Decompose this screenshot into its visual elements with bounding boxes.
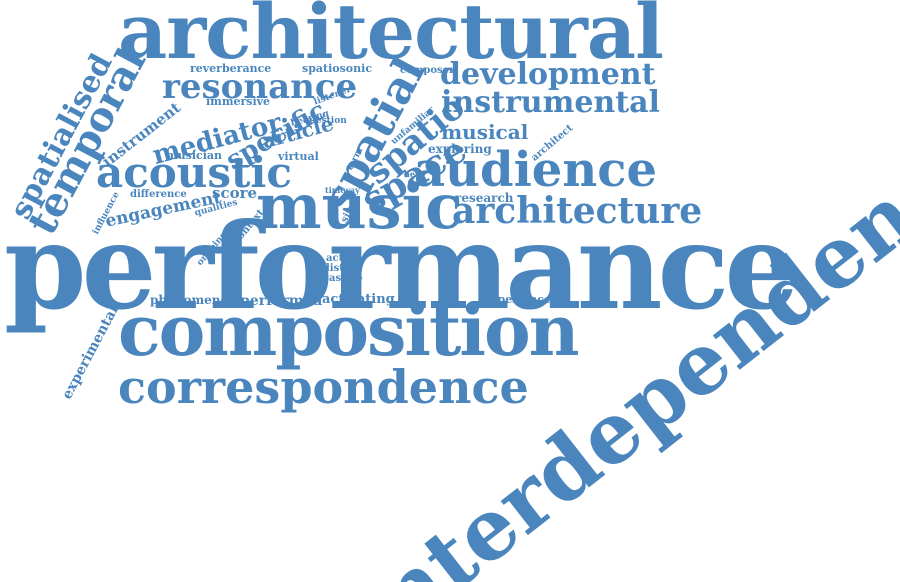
word-acoustic: acoustic — [96, 148, 292, 197]
word-exploring: exploring — [428, 142, 492, 156]
word-music: music — [256, 170, 463, 243]
word-way: way — [343, 185, 360, 195]
word-phenomenon: phenomenon — [150, 293, 238, 307]
word-composer: composer — [400, 65, 455, 76]
word-spatiosonic: spatiosonic — [302, 62, 373, 75]
word-question: question — [303, 116, 347, 126]
word-composition: composition — [118, 289, 580, 372]
word-correspondence: correspondence — [118, 360, 529, 414]
word-resonance: resonance — [162, 67, 358, 107]
word-research: research — [455, 191, 514, 205]
word-performance: performance — [4, 197, 799, 336]
word-virtual: virtual — [278, 150, 319, 163]
word-performed: performed — [240, 293, 323, 309]
word-musician: musician — [166, 149, 223, 162]
word-musical: musical — [441, 120, 529, 144]
word-architectural: architectural — [118, 0, 664, 76]
word-reverberance: reverberance — [190, 62, 272, 75]
word-development: development — [440, 57, 656, 92]
word-listen: listen — [326, 263, 358, 274]
word-architecture: architecture — [452, 190, 703, 232]
word-difference: difference — [130, 189, 187, 200]
word-active: active — [326, 253, 360, 264]
word-instrumental: instrumental — [441, 85, 660, 120]
word-audience: audience — [414, 142, 657, 198]
word-passive: passive — [322, 273, 363, 284]
word-activating: activating — [322, 292, 395, 307]
word-help: help — [404, 169, 424, 179]
word-score: score — [212, 184, 258, 202]
word-immersive: immersive — [206, 95, 271, 108]
word-experience: experience — [484, 293, 551, 306]
word-time: time — [325, 185, 346, 195]
